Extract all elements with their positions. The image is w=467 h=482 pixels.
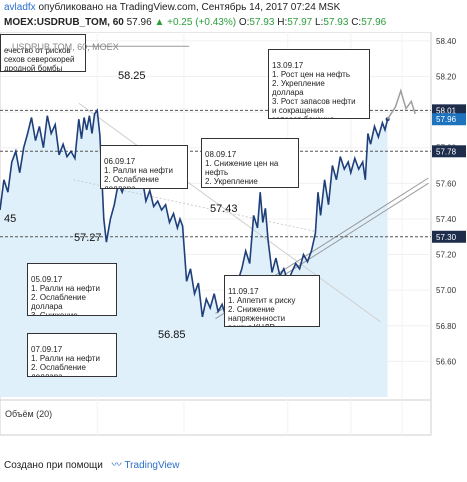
- y-tick-label: 57.00: [436, 286, 457, 295]
- level-label-45: 45: [4, 213, 17, 225]
- annotation-text: 08.09.17 1. Снижение цен на нефть 2. Укр…: [205, 150, 279, 187]
- annotation-text: 07.09.17 1. Ралли на нефти 2. Ослабление…: [31, 345, 100, 377]
- volume-label: Объём (20): [5, 409, 52, 419]
- annotation-text: 11.09.17 1. Аппетит к риску 2. Снижение …: [228, 287, 296, 326]
- projection-line: [386, 88, 416, 120]
- y-tick-label: 56.80: [436, 322, 457, 331]
- annotation-text: 13.09.17 1. Рост цен на нефть 2. Укрепле…: [272, 61, 356, 118]
- footer: Создано при помощи 〰 TradingView: [0, 457, 467, 477]
- high-value: 57.97: [287, 17, 313, 28]
- y-tick-label: 58.20: [436, 73, 457, 82]
- level-label-56-85: 56.85: [158, 329, 186, 341]
- annotation-05-09[interactable]: 05.09.17 1. Ралли на нефти 2. Ослабление…: [27, 263, 117, 316]
- quote-bar: MOEX:USDRUB_TOM, 60 57.96 ▲ +0.25 (+0.43…: [0, 15, 467, 30]
- price-badge: [432, 230, 466, 243]
- price-badge: [432, 113, 466, 126]
- plot-frame: [0, 31, 432, 436]
- low-label: L:: [315, 17, 324, 28]
- open-value: 57.93: [249, 17, 275, 28]
- open-label: O:: [238, 17, 250, 28]
- level-label-57-43: 57.43: [210, 203, 238, 215]
- y-tick-label: 57.20: [436, 251, 457, 260]
- level-label-57-27: 57.27: [74, 232, 102, 244]
- descending-trend-line: [78, 102, 382, 323]
- price-badge-label: 57.96: [436, 115, 457, 124]
- low-value: 57.93: [323, 17, 349, 28]
- annotation-07-09[interactable]: 07.09.17 1. Ралли на нефти 2. Ослабление…: [27, 333, 117, 377]
- y-tick-label: 56.60: [436, 357, 457, 366]
- change-up-icon: ▲: [154, 17, 165, 28]
- chart-area[interactable]: 58.4058.2058.0057.8057.6057.4057.2057.00…: [0, 31, 467, 449]
- tradingview-link[interactable]: TradingView: [124, 460, 180, 471]
- symbol-label[interactable]: MOEX:USDRUB_TOM, 60: [4, 17, 124, 28]
- annotation-06-09[interactable]: 06.09.17 1. Ралли на нефти 2. Ослабление…: [100, 145, 188, 189]
- change-value: +0.25 (+0.43%): [167, 17, 237, 28]
- price-line: [0, 108, 389, 320]
- price-axis[interactable]: 58.4058.2058.0057.8057.6057.4057.2057.00…: [436, 37, 457, 366]
- created-with-text: Создано при помощи: [4, 460, 103, 471]
- y-tick-label: 57.60: [436, 179, 457, 188]
- y-tick-label: 57.40: [436, 215, 457, 224]
- annotation-text: 05.09.17 1. Ралли на нефти 2. Ослабление…: [31, 275, 100, 316]
- close-value: 57.96: [361, 17, 387, 28]
- publish-info: опубликовано на TradingView.com, Сентябр…: [38, 2, 341, 13]
- last-price: 57.96: [126, 17, 152, 28]
- annotation-08-09[interactable]: 08.09.17 1. Снижение цен на нефть 2. Укр…: [201, 138, 299, 188]
- annotation-text: 06.09.17 1. Ралли на нефти 2. Ослабление…: [104, 157, 173, 189]
- annotation-13-09[interactable]: 13.09.17 1. Рост цен на нефть 2. Укрепле…: [268, 49, 370, 119]
- annotation-11-09[interactable]: 11.09.17 1. Аппетит к риску 2. Снижение …: [224, 275, 320, 327]
- high-label: H:: [277, 17, 288, 28]
- price-badge: [432, 145, 466, 158]
- price-badge-label: 57.30: [436, 233, 457, 242]
- level-label-58-25: 58.25: [118, 70, 146, 82]
- close-label: C:: [351, 17, 362, 28]
- annotation-text: ечество от рисков сехов северокорей дрод…: [4, 46, 75, 72]
- tradingview-logo-icon[interactable]: 〰: [111, 460, 122, 471]
- annotation-top-left[interactable]: ечество от рисков сехов северокорей дрод…: [0, 34, 86, 72]
- price-badge-label: 58.01: [436, 106, 457, 115]
- chart-watermark: USDRUB TOM, 60, MOEX: [12, 42, 119, 52]
- author-link[interactable]: avladfx: [4, 2, 36, 13]
- y-tick-label: 58.40: [436, 37, 457, 46]
- publish-header: avladfx опубликовано на TradingView.com,…: [0, 0, 467, 15]
- price-badge-label: 57.78: [436, 147, 457, 156]
